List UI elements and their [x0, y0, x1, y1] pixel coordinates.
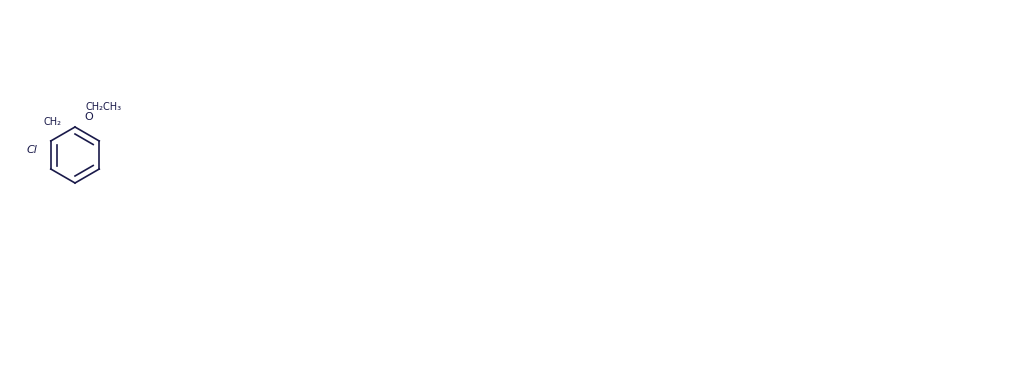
Text: CH₂CH₃: CH₂CH₃	[86, 102, 122, 112]
Text: Cl: Cl	[27, 145, 37, 155]
Text: O: O	[84, 112, 94, 122]
Text: CH₂: CH₂	[43, 117, 61, 127]
